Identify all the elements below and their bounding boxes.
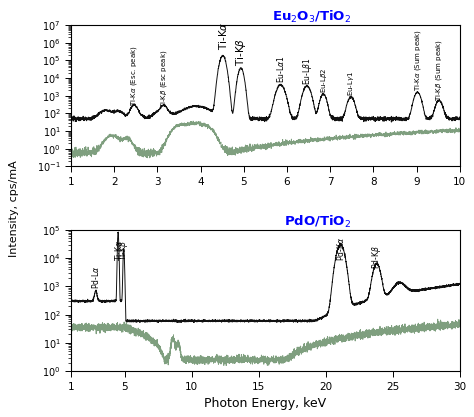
Text: Pd-K$\alpha$: Pd-K$\alpha$	[335, 237, 346, 261]
X-axis label: Photon Energy, keV: Photon Energy, keV	[204, 397, 327, 410]
Text: Eu-L$\gamma$1: Eu-L$\gamma$1	[346, 71, 356, 96]
Text: Ti-K$\alpha$ (Esc. peak): Ti-K$\alpha$ (Esc. peak)	[129, 46, 139, 106]
Text: Ti-K$\beta$: Ti-K$\beta$	[117, 240, 130, 261]
Text: PdO/TiO$_2$: PdO/TiO$_2$	[284, 214, 351, 230]
Text: Eu-L$\alpha$1: Eu-L$\alpha$1	[275, 55, 286, 83]
Text: Eu$_2$O$_3$/TiO$_2$: Eu$_2$O$_3$/TiO$_2$	[272, 9, 351, 25]
Text: Ti-K$\alpha$: Ti-K$\alpha$	[217, 21, 229, 50]
Text: Ti-K$\beta$: Ti-K$\beta$	[234, 38, 248, 65]
Text: Intensity, cps/mA: Intensity, cps/mA	[9, 160, 19, 257]
Text: Ti-K$\alpha$ (Sum peak): Ti-K$\alpha$ (Sum peak)	[413, 29, 423, 91]
Text: Ti-K$\beta$ (Esc peak): Ti-K$\beta$ (Esc peak)	[159, 50, 169, 108]
Text: Pd-L$\alpha$: Pd-L$\alpha$	[90, 266, 101, 289]
Text: Ti-K$\alpha$: Ti-K$\alpha$	[113, 239, 124, 261]
Text: Eu-L$\beta$2: Eu-L$\beta$2	[319, 67, 329, 93]
Text: Pd-K$\beta$: Pd-K$\beta$	[370, 246, 383, 269]
Text: Eu-L$\beta$1: Eu-L$\beta$1	[301, 58, 314, 85]
Text: Ti-K$\beta$ (Sum peak): Ti-K$\beta$ (Sum peak)	[435, 39, 445, 101]
